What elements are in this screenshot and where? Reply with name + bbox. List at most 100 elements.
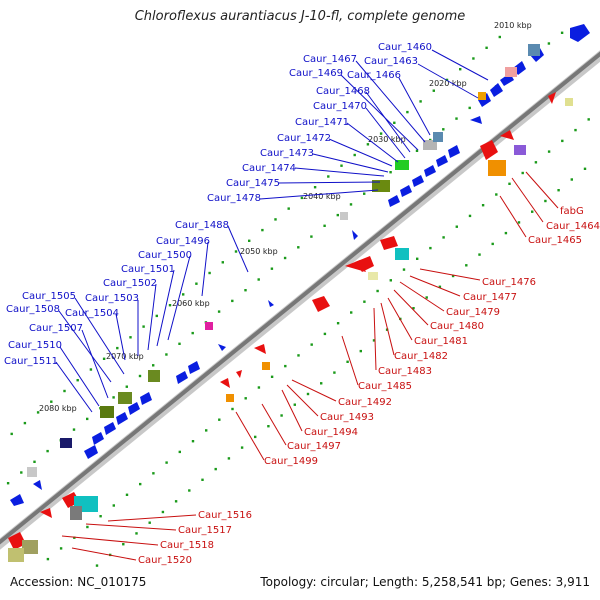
position-dot <box>227 457 231 460</box>
tick-label: 2040 kbp <box>303 192 341 201</box>
position-dot <box>517 221 521 224</box>
position-dot <box>33 460 36 463</box>
accession-text: Accession: NC_010175 <box>10 575 147 589</box>
position-dot <box>379 132 383 135</box>
position-dot <box>152 472 155 475</box>
position-dot <box>570 178 573 181</box>
position-dot <box>36 411 40 414</box>
position-dot <box>293 403 296 406</box>
gene-label: Caur_1471 <box>295 117 349 128</box>
position-dot <box>455 117 458 120</box>
gene-label: Caur_1517 <box>178 525 232 536</box>
position-dot <box>438 285 442 288</box>
gene-label: Caur_1465 <box>528 235 582 246</box>
position-dot <box>125 385 128 388</box>
gene-label: Caur_1469 <box>289 68 343 79</box>
gene-label: Caur_1518 <box>160 540 214 551</box>
gene-label: Caur_1501 <box>121 264 175 275</box>
gene-label: Caur_1502 <box>103 278 157 289</box>
position-dot <box>218 418 221 421</box>
position-dot <box>442 236 445 239</box>
position-dot <box>393 121 396 124</box>
position-dot <box>46 449 49 453</box>
position-dot <box>415 149 419 152</box>
position-dot <box>148 521 151 524</box>
position-dot <box>174 500 178 503</box>
position-dot <box>310 343 313 346</box>
position-dot <box>402 268 406 271</box>
position-dot <box>86 525 89 529</box>
position-dot <box>451 274 455 278</box>
position-dot <box>419 100 422 103</box>
reverse-labels: fabG Caur_1464 Caur_1465 Caur_1476 Caur_… <box>138 206 600 566</box>
gene-label: Caur_1472 <box>277 133 331 144</box>
position-dot <box>122 543 125 546</box>
position-dot <box>112 504 115 507</box>
position-dot <box>274 218 277 221</box>
position-dot <box>485 46 488 49</box>
position-dot <box>280 414 283 417</box>
gene-label: Caur_1478 <box>207 193 261 204</box>
tick-marks: 2010 kbp 2020 kbp 2030 kbp 2040 kbp 2050… <box>39 21 532 413</box>
position-dot <box>165 461 168 464</box>
position-dot <box>306 392 310 396</box>
position-dot <box>340 164 343 167</box>
position-dot <box>257 278 260 281</box>
position-dot <box>498 35 501 39</box>
position-dot <box>425 296 428 299</box>
gene-label: Caur_1474 <box>242 163 296 174</box>
gene-label: Caur_1499 <box>264 456 318 467</box>
position-dot <box>138 374 142 378</box>
gene-label: Caur_1504 <box>65 308 119 319</box>
position-dot <box>112 396 115 399</box>
position-dot <box>491 242 494 246</box>
gene-label: Caur_1477 <box>463 292 517 303</box>
position-dot <box>310 235 313 238</box>
tick-label: 2080 kbp <box>39 404 77 413</box>
position-dot <box>182 293 185 296</box>
position-dot <box>359 349 362 353</box>
position-dots <box>6 31 590 567</box>
position-dot <box>300 196 304 200</box>
position-dot <box>508 182 511 185</box>
position-dot <box>99 515 102 518</box>
reverse-genes <box>8 92 573 562</box>
position-dot <box>76 379 79 382</box>
position-dot <box>547 42 551 45</box>
position-dot <box>363 300 366 303</box>
position-dot <box>459 68 462 71</box>
position-dot <box>583 167 587 170</box>
position-dot <box>86 417 89 421</box>
gene-label: Caur_1494 <box>304 427 358 438</box>
position-dot <box>152 364 155 367</box>
position-dot <box>231 407 234 411</box>
position-dot <box>416 257 419 260</box>
position-dot <box>116 346 119 350</box>
position-dot <box>287 207 290 210</box>
gene-label: Caur_1467 <box>303 54 357 65</box>
position-dot <box>504 231 508 235</box>
tick-label: 2050 kbp <box>240 247 278 256</box>
position-dot <box>254 435 257 439</box>
position-dot <box>376 289 379 293</box>
position-dot <box>432 89 435 92</box>
position-dot <box>534 161 538 164</box>
tick-label: 2030 kbp <box>368 135 406 144</box>
tick-label: 2010 kbp <box>494 21 532 30</box>
map-title: Chloroflexus aurantiacus J-10-fl, comple… <box>134 9 466 24</box>
position-dot <box>63 389 66 393</box>
position-dot <box>188 489 191 492</box>
position-dot <box>195 282 198 285</box>
position-dot <box>244 289 247 292</box>
forward-leader-lines <box>55 49 489 413</box>
gene-label: Caur_1516 <box>198 510 252 521</box>
position-dot <box>248 239 251 242</box>
position-dot <box>125 493 129 496</box>
gene-label: Caur_1503 <box>85 293 139 304</box>
position-dot <box>472 57 475 60</box>
position-dot <box>46 557 50 561</box>
reverse-leader-lines <box>61 171 559 561</box>
position-dot <box>267 425 270 428</box>
position-dot <box>201 478 204 481</box>
